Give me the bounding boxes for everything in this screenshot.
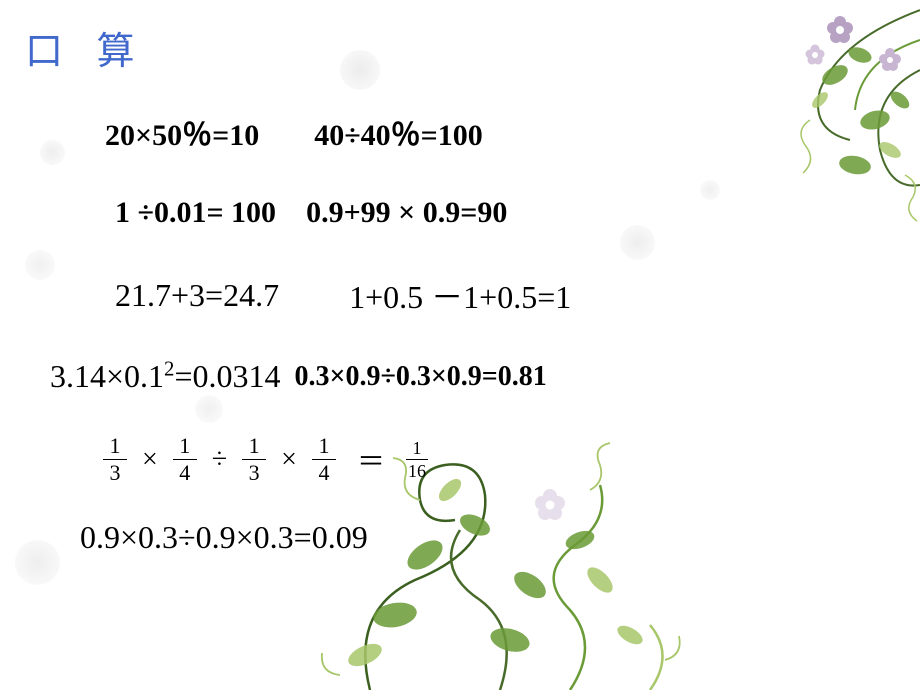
eq-3a: 21.7+3=24.7 (115, 277, 279, 314)
eq-1a: 20×50％=10 (105, 110, 259, 154)
slide-title: 口 算 (25, 20, 890, 75)
eq-6: 0.9×0.3÷0.9×0.3=0.09 (80, 519, 368, 556)
fraction-2: 14 (173, 435, 197, 484)
fraction-4: 14 (312, 435, 336, 484)
eq-4b: 0.3×0.9÷0.3×0.9=0.81 (295, 361, 547, 393)
eq-5: 13 × 14 ÷ 13 × 14 ＝ 116 (100, 435, 431, 484)
eq-3b: 1+0.5 －1+0.5=1 (349, 272, 571, 318)
div-icon: ÷ (212, 444, 227, 476)
equation-row-1: 20×50％=10 40÷40％=100 (105, 110, 890, 154)
equals-icon: ＝ (357, 440, 385, 480)
eq-4a-post: =0.0314 (174, 358, 280, 394)
equation-row-2: 1 ÷0.01= 100 0.9+99 × 0.9=90 (115, 196, 890, 230)
eq-1b: 40÷40％=100 (314, 110, 483, 154)
eq-2a: 1 ÷0.01= 100 (115, 196, 276, 230)
times-icon: × (142, 444, 158, 476)
eq-2b: 0.9+99 × 0.9=90 (306, 196, 507, 230)
equation-row-5: 13 × 14 ÷ 13 × 14 ＝ 116 (100, 435, 890, 484)
fraction-5: 116 (406, 439, 428, 480)
equation-row-4: 3.14×0.12=0.0314 0.3×0.9÷0.3×0.9=0.81 (50, 358, 890, 395)
fraction-3: 13 (242, 435, 266, 484)
eq-4a-sup: 2 (164, 357, 174, 380)
equation-row-3: 21.7+3=24.7 1+0.5 －1+0.5=1 (115, 272, 890, 318)
eq-4a-pre: 3.14×0.1 (50, 358, 164, 394)
slide-content: 口 算 20×50％=10 40÷40％=100 1 ÷0.01= 100 0.… (0, 0, 920, 576)
eq-4a: 3.14×0.12=0.0314 (50, 358, 281, 395)
equation-row-6: 0.9×0.3÷0.9×0.3=0.09 (80, 519, 890, 556)
times-icon-2: × (281, 444, 297, 476)
fraction-1: 13 (103, 435, 127, 484)
